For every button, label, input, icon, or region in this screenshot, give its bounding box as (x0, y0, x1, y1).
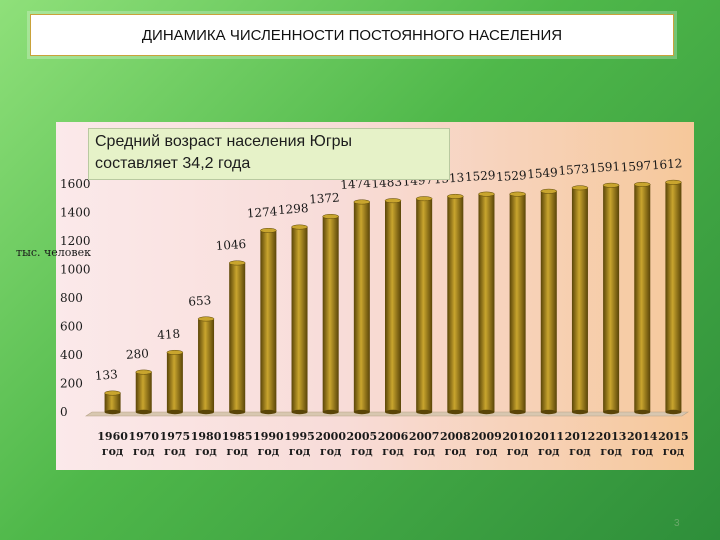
x-tick-label-year: 2014 (627, 430, 658, 443)
x-tick-label-suffix: год (226, 445, 247, 458)
bar (260, 228, 277, 415)
bar-value-label: 1612 (651, 156, 682, 172)
x-tick-label-suffix: год (476, 445, 497, 458)
y-tick-label: 600 (60, 320, 83, 334)
x-tick-label-year: 1990 (253, 430, 284, 443)
bar-value-label: 280 (126, 346, 150, 362)
y-tick-label: 200 (60, 377, 83, 391)
y-tick-label: 0 (60, 405, 68, 419)
bar (228, 260, 246, 415)
bar (665, 179, 682, 415)
x-tick-label-year: 2009 (471, 430, 502, 443)
note-box: Средний возраст населения Югры составляе… (88, 128, 450, 180)
bar (291, 224, 308, 415)
bar-value-label: 418 (157, 327, 181, 343)
bar (509, 191, 526, 415)
bar (353, 199, 371, 415)
y-tick-label: 400 (60, 348, 83, 362)
x-tick-label-year: 2011 (533, 430, 564, 443)
x-tick-label-year: 2012 (565, 430, 596, 443)
x-tick-label-suffix: год (351, 445, 372, 458)
y-tick-label: 1200 (60, 234, 91, 248)
bar (415, 196, 433, 415)
bar-value-label: 1591 (589, 159, 620, 175)
bar-value-label: 1298 (278, 201, 309, 217)
bar (447, 193, 464, 415)
x-tick-label-suffix: год (632, 445, 653, 458)
bar-value-label: 1573 (558, 162, 589, 178)
bar (322, 214, 339, 415)
bar (384, 198, 402, 415)
bar (478, 191, 495, 415)
x-tick-label-year: 2008 (440, 430, 471, 443)
x-tick-label-suffix: год (507, 445, 528, 458)
page-title-box: ДИНАМИКА ЧИСЛЕННОСТИ ПОСТОЯННОГО НАСЕЛЕН… (30, 14, 674, 56)
y-tick-label: 800 (60, 291, 83, 305)
x-tick-label-suffix: год (195, 445, 216, 458)
bar (540, 188, 558, 415)
bar (197, 316, 215, 415)
x-tick-label-year: 2005 (347, 430, 378, 443)
x-tick-label-year: 2006 (378, 430, 409, 443)
note-line-1: Средний возраст населения Югры (95, 133, 353, 150)
x-tick-label-suffix: год (663, 445, 684, 458)
bar (104, 390, 121, 415)
bar-value-label: 1529 (464, 168, 495, 184)
bar-value-label: 1549 (527, 165, 558, 181)
bar (166, 349, 184, 415)
note-line-2: составляет 34,2 года (95, 155, 251, 172)
x-tick-label-suffix: год (538, 445, 559, 458)
bar-value-label: 133 (94, 367, 118, 383)
bar (135, 369, 152, 415)
x-tick-label-suffix: год (258, 445, 279, 458)
x-tick-label-year: 2007 (409, 430, 440, 443)
x-tick-label-year: 1970 (128, 430, 159, 443)
bar-value-label: 1274 (246, 204, 278, 220)
x-tick-label-suffix: год (600, 445, 621, 458)
y-tick-label: 1000 (60, 263, 91, 277)
bar-value-label: 1046 (215, 237, 246, 253)
page-number: 3 (674, 518, 680, 529)
x-tick-label-suffix: год (133, 445, 154, 458)
y-tick-label: 1600 (60, 177, 91, 191)
x-tick-label-year: 1985 (222, 430, 253, 443)
x-tick-label-year: 2000 (315, 430, 346, 443)
page-title: ДИНАМИКА ЧИСЛЕННОСТИ ПОСТОЯННОГО НАСЕЛЕН… (141, 26, 563, 44)
x-tick-label-suffix: год (102, 445, 123, 458)
bar (571, 185, 589, 415)
x-tick-label-year: 2015 (658, 430, 689, 443)
x-tick-label-year: 1980 (191, 430, 222, 443)
x-tick-label-year: 2013 (596, 430, 627, 443)
bar (602, 182, 620, 415)
bar-value-label: 1372 (309, 190, 340, 206)
bar-value-label: 653 (188, 293, 212, 309)
x-tick-label-year: 1995 (284, 430, 315, 443)
x-tick-label-suffix: год (382, 445, 403, 458)
x-tick-label-suffix: год (320, 445, 341, 458)
x-tick-label-year: 2010 (502, 430, 533, 443)
bar-value-label: 1597 (620, 158, 651, 174)
x-tick-label-suffix: год (164, 445, 185, 458)
x-tick-label-suffix: год (289, 445, 310, 458)
y-tick-label: 1400 (60, 206, 91, 220)
y-axis-label: тыс. человек (16, 246, 91, 259)
x-tick-label-year: 1960 (97, 430, 128, 443)
bar (634, 181, 651, 415)
bar-value-label: 1529 (496, 168, 527, 184)
x-tick-label-year: 1975 (160, 430, 191, 443)
x-tick-label-suffix: год (569, 445, 590, 458)
x-tick-label-suffix: год (445, 445, 466, 458)
x-tick-label-suffix: год (413, 445, 434, 458)
